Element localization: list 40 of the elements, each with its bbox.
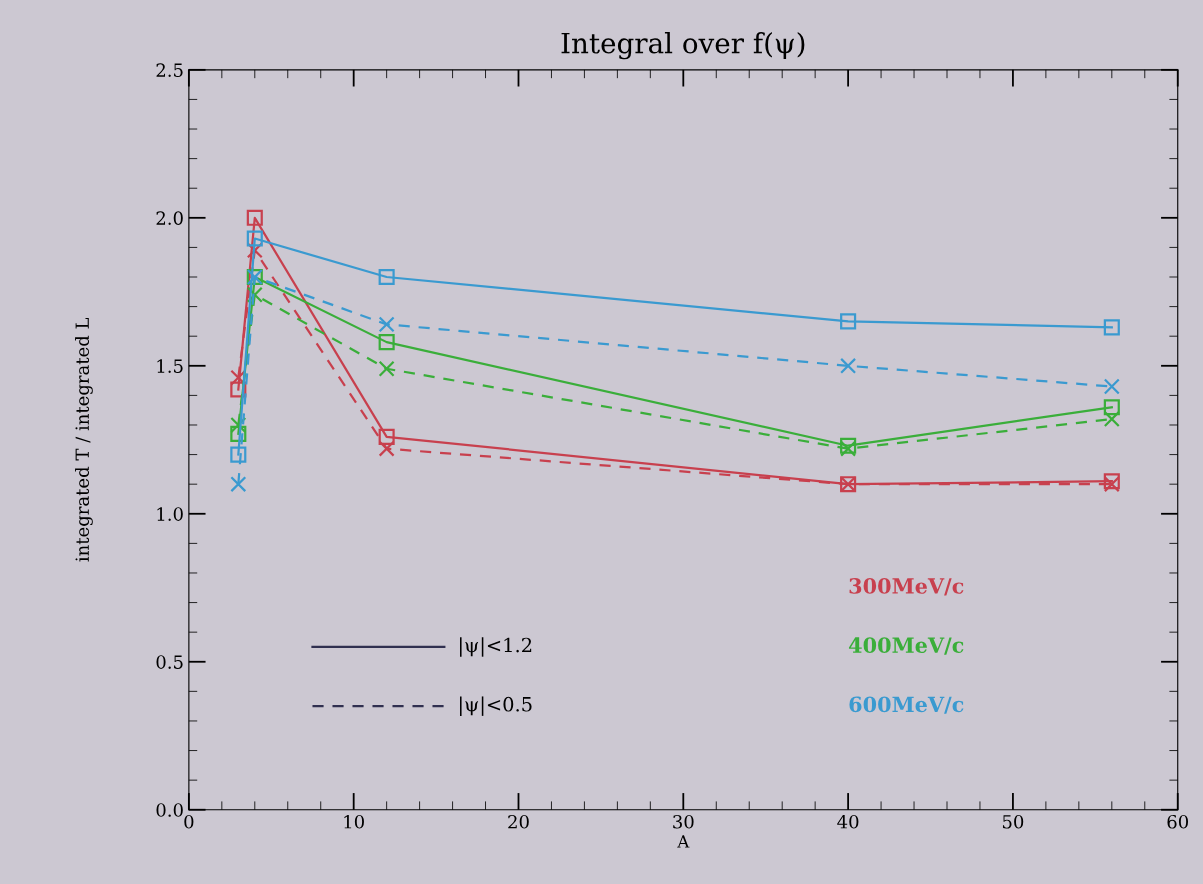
point: [1103, 399, 1120, 416]
y-tick-label: 1.0: [157, 507, 183, 521]
point: [840, 313, 857, 330]
point: [246, 286, 263, 303]
x-tick-label: 0: [184, 814, 194, 829]
point: [1103, 378, 1120, 395]
point: [230, 425, 247, 442]
annotation: |ψ|<0.5: [460, 696, 532, 716]
y-axis-title: integrated T / integrated L: [75, 317, 93, 562]
chart-title: Integral over f(ψ): [561, 32, 805, 60]
point: [378, 360, 395, 377]
point: [230, 381, 247, 398]
point: [1103, 411, 1120, 428]
x-tick-label: 40: [837, 814, 859, 829]
point: [378, 334, 395, 351]
y-tick-label: 2.0: [156, 211, 183, 225]
x-tick-label: 60: [1167, 814, 1189, 829]
point: [840, 357, 857, 374]
y-tick-label: 2.5: [156, 63, 183, 77]
point: [230, 476, 247, 493]
point: [378, 268, 395, 286]
point: [246, 209, 263, 226]
point: [246, 230, 263, 247]
text: 400MeV/c: [848, 637, 964, 655]
annotation: |ψ|<1.2: [460, 637, 532, 657]
point: [230, 446, 247, 463]
x-tick-label: 20: [508, 814, 529, 829]
x-tick-label: 10: [344, 814, 364, 829]
y-tick-label: 0.0: [156, 803, 183, 817]
text: 300MeV/c: [849, 578, 964, 596]
x-tick-label: 50: [1002, 814, 1024, 829]
point: [1103, 319, 1120, 336]
y-tick-label: 1.5: [157, 359, 183, 373]
x-axis-title: A: [677, 835, 690, 848]
y-tick-label: 0.5: [156, 655, 183, 669]
point: [378, 440, 395, 457]
text: 600MeV/c: [849, 696, 964, 714]
point: [378, 428, 395, 445]
x-tick-label: 30: [673, 814, 694, 829]
point: [378, 316, 395, 333]
